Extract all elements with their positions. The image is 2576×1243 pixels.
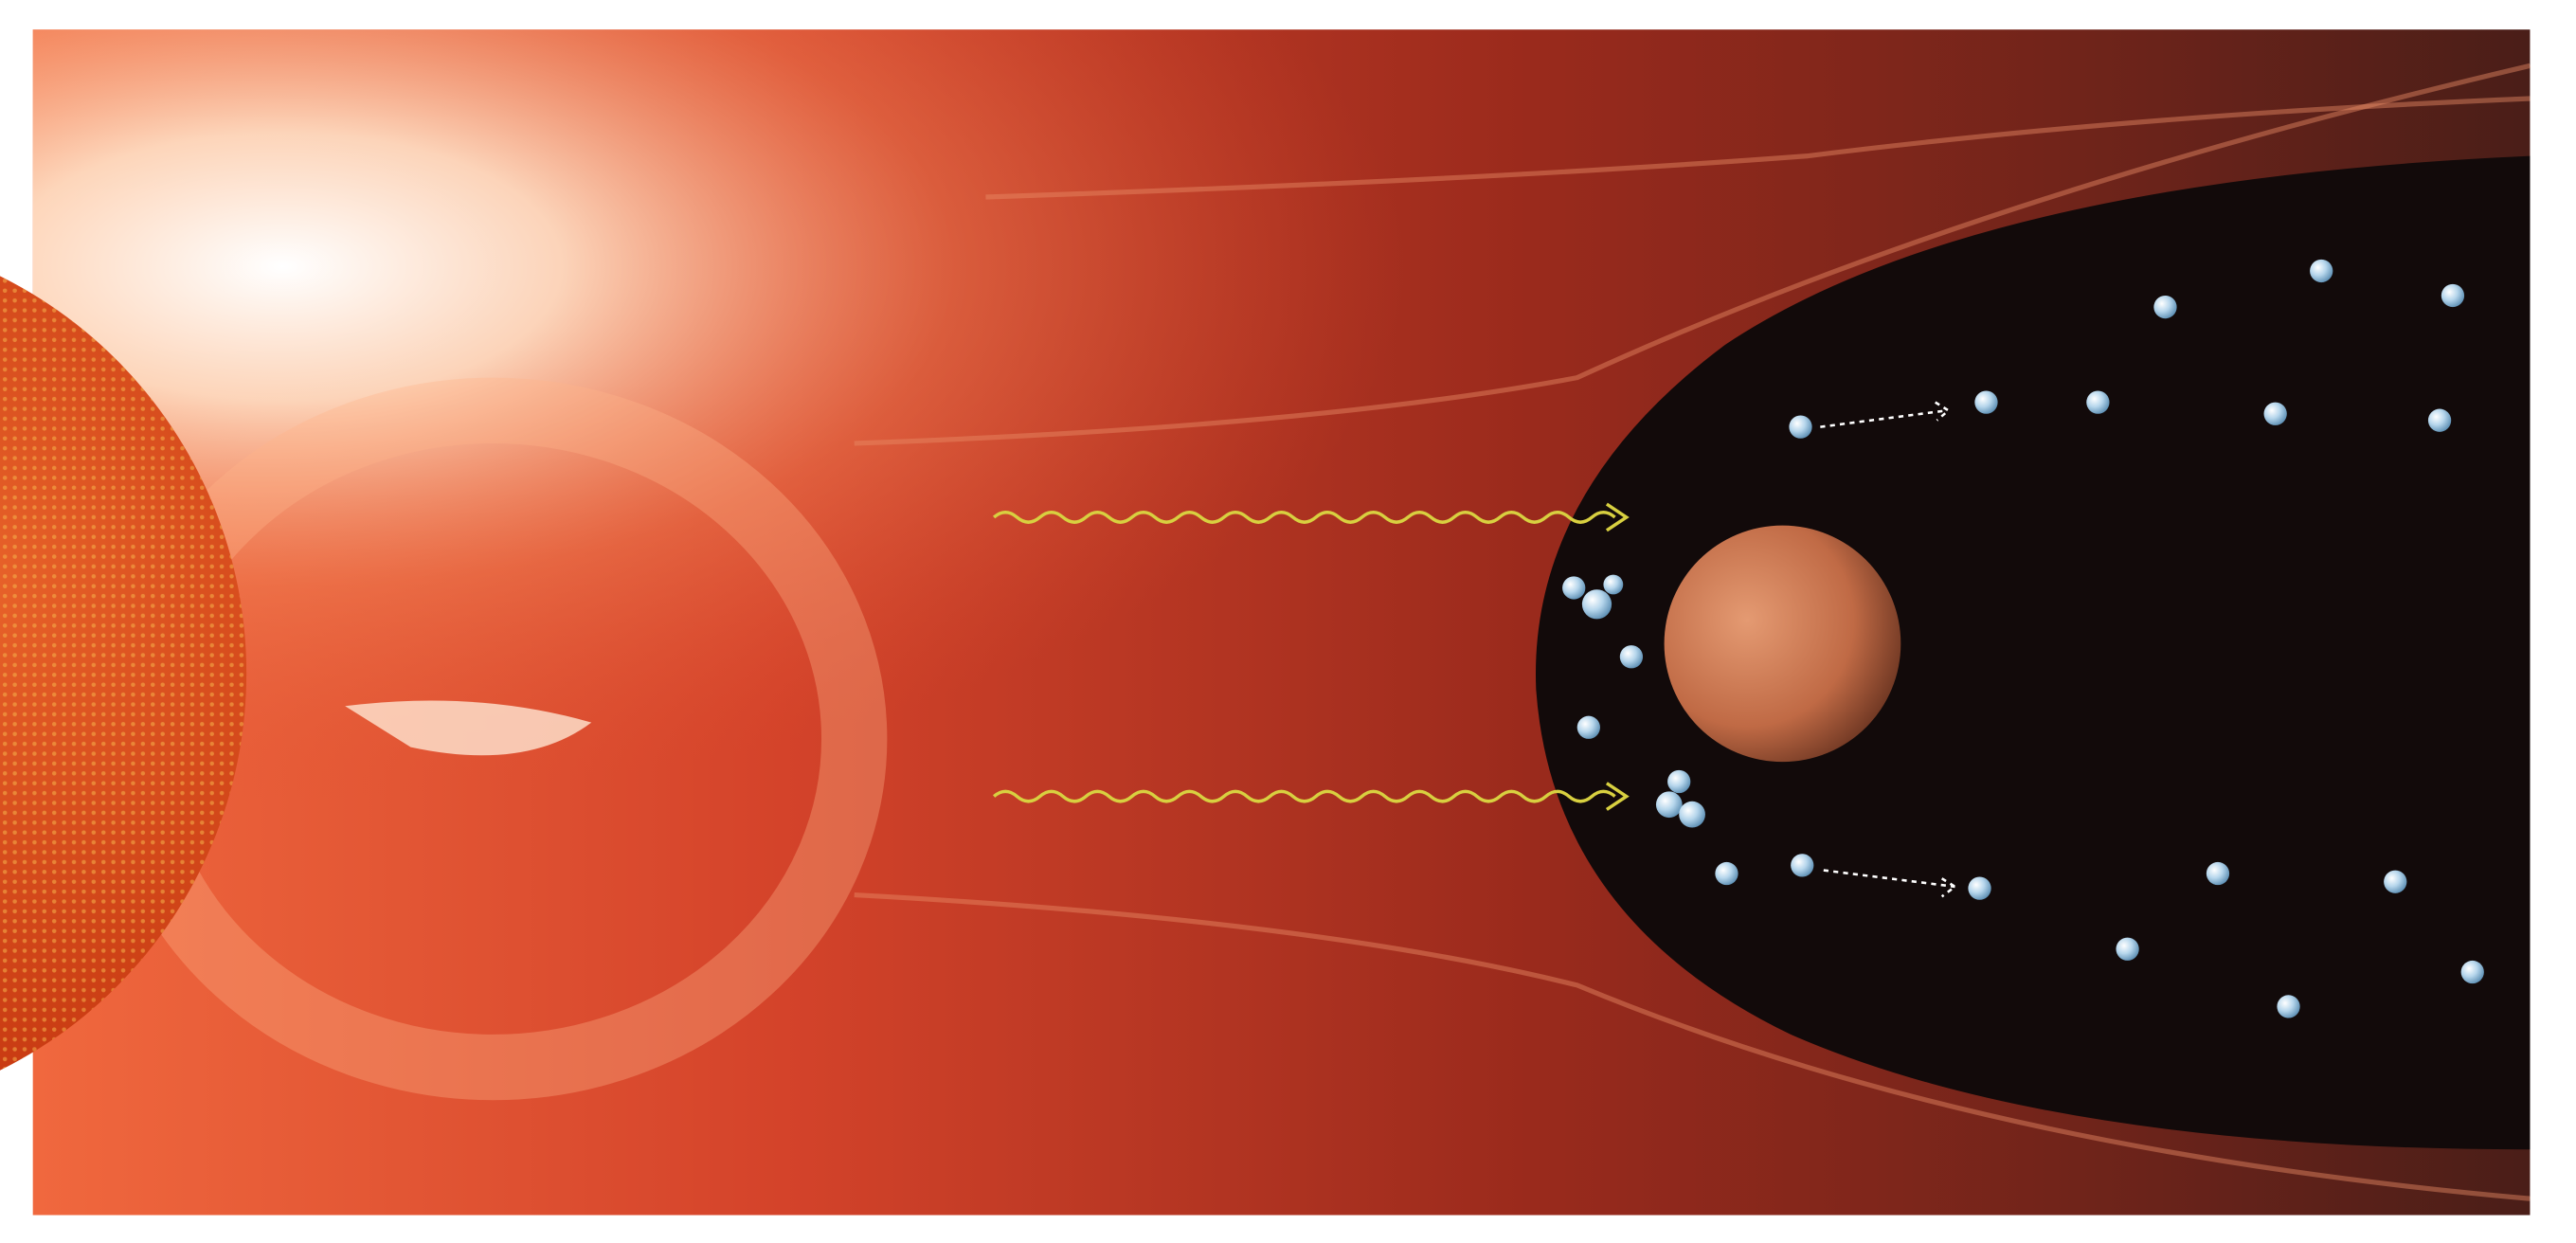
ion xyxy=(2310,259,2333,283)
wave-arrow xyxy=(992,782,1630,811)
ion xyxy=(1562,576,1586,600)
ion xyxy=(2441,283,2465,308)
field-line xyxy=(854,892,2531,1201)
ion xyxy=(2153,295,2177,319)
ion xyxy=(2086,390,2110,414)
ion xyxy=(1655,791,1683,819)
ion xyxy=(1576,715,1600,739)
ion xyxy=(2384,870,2407,893)
escape-arrows xyxy=(1820,401,1957,898)
ion xyxy=(1715,861,1738,886)
ion xyxy=(1667,769,1691,794)
ion xyxy=(2427,408,2452,432)
ions xyxy=(1562,259,2484,1018)
ion xyxy=(2206,861,2230,886)
solar-wind-arrows xyxy=(992,502,1630,811)
ion xyxy=(1789,415,1812,439)
ion xyxy=(1791,854,1814,877)
dotted-arrow xyxy=(1820,401,1951,428)
ion xyxy=(2460,960,2484,984)
field-line xyxy=(854,63,2531,446)
ion xyxy=(1619,645,1644,669)
ion xyxy=(1603,574,1624,595)
ion xyxy=(1679,801,1705,828)
ion xyxy=(2263,402,2287,425)
flare xyxy=(345,700,592,756)
ion xyxy=(1968,876,1991,900)
mars xyxy=(1664,525,1901,763)
sun-surface xyxy=(0,276,246,1071)
field-line xyxy=(985,96,2531,200)
field-lines xyxy=(854,63,2531,1201)
wave-arrow xyxy=(992,502,1630,532)
ion xyxy=(2277,995,2300,1018)
dotted-arrow xyxy=(1823,869,1957,898)
ion xyxy=(2116,937,2139,961)
ion xyxy=(1974,390,1998,414)
ion xyxy=(1581,589,1612,620)
